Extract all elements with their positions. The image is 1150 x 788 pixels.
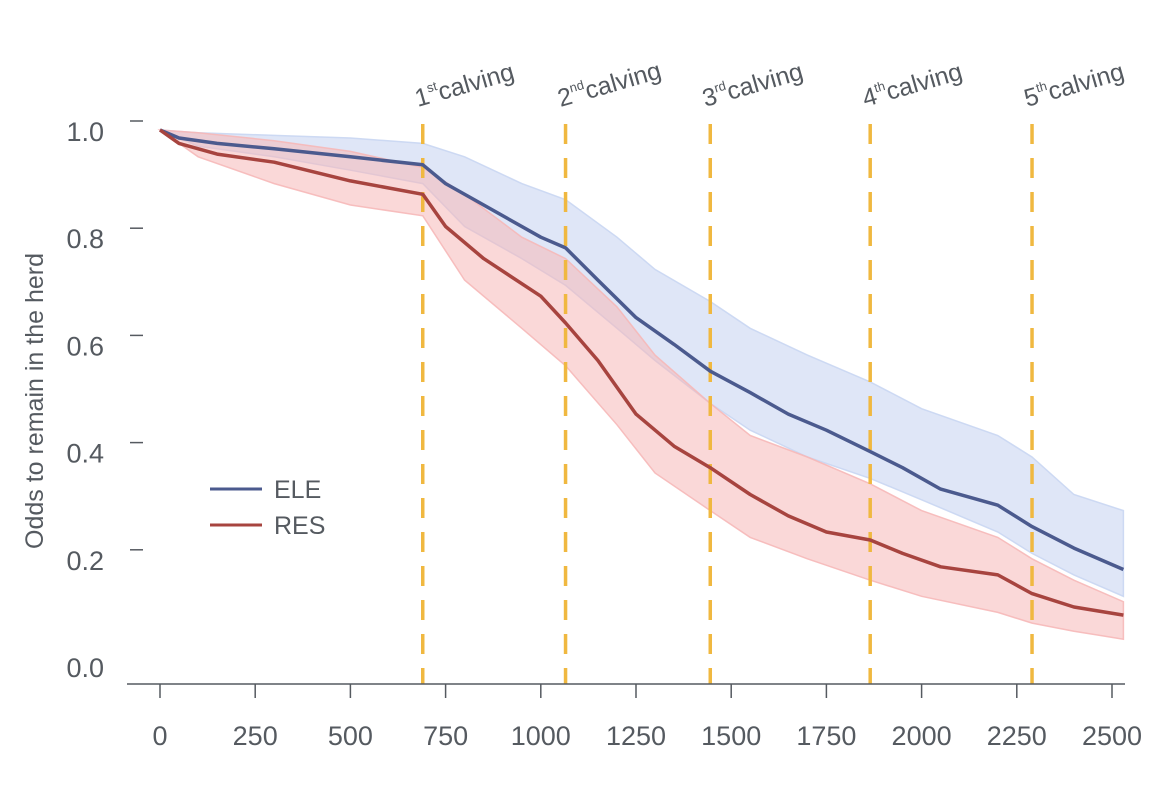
calving-text: calving [435,58,518,106]
x-tick-label: 1500 [701,721,761,751]
calving-text: calving [883,58,966,106]
survival-lines [158,128,1125,617]
calving-label-2: 2ndcalving [554,56,664,113]
calving-text: calving [1045,58,1128,106]
y-tick-label: 0.0 [66,653,104,683]
x-tick-label: 1000 [511,721,571,751]
x-tick-label: 2500 [1082,721,1142,751]
x-tick-label: 2000 [892,721,952,751]
x-tick-label: 0 [152,721,167,751]
y-ticks: 0.0 0.2 0.4 0.6 0.8 1.0 [66,117,143,683]
x-tick-label: 1750 [796,721,856,751]
y-tick-label: 0.4 [66,439,104,469]
calving-suffix: th [872,78,887,95]
y-axis-label: Odds to remain in the herd [21,253,49,549]
y-tick-label: 0.2 [66,546,104,576]
calving-label-4: 4thcalving [859,57,966,113]
band-res [157,129,1125,641]
x-ticks: 0 250 500 750 1000 1250 1500 1750 2000 2250 2500 [152,684,1142,751]
calving-text: calving [724,57,807,105]
calving-suffix: nd [568,77,586,95]
legend: ELE RES [210,476,325,540]
calving-text: calving [582,57,665,105]
line-ele [159,128,1125,572]
x-tick-label: 1250 [606,721,666,751]
line-res [158,128,1124,617]
x-tick-label: 750 [423,721,468,751]
confidence-bands [157,129,1125,641]
calving-suffix: rd [712,78,727,96]
x-tick-label: 2250 [987,721,1047,751]
legend-label-res: RES [274,512,325,540]
calving-suffix: st [425,78,439,95]
calving-label-1: 1stcalving [411,57,517,113]
calving-label-3: 3rdcalving [699,56,806,112]
y-tick-label: 1.0 [66,117,104,147]
y-tick-label: 0.8 [66,224,104,254]
x-tick-label: 250 [233,721,278,751]
y-tick-label: 0.6 [66,331,104,361]
legend-label-ele: ELE [274,476,321,504]
calving-label-5: 5thcalving [1021,57,1128,113]
x-tick-label: 500 [328,721,373,751]
calving-suffix: th [1034,78,1049,95]
